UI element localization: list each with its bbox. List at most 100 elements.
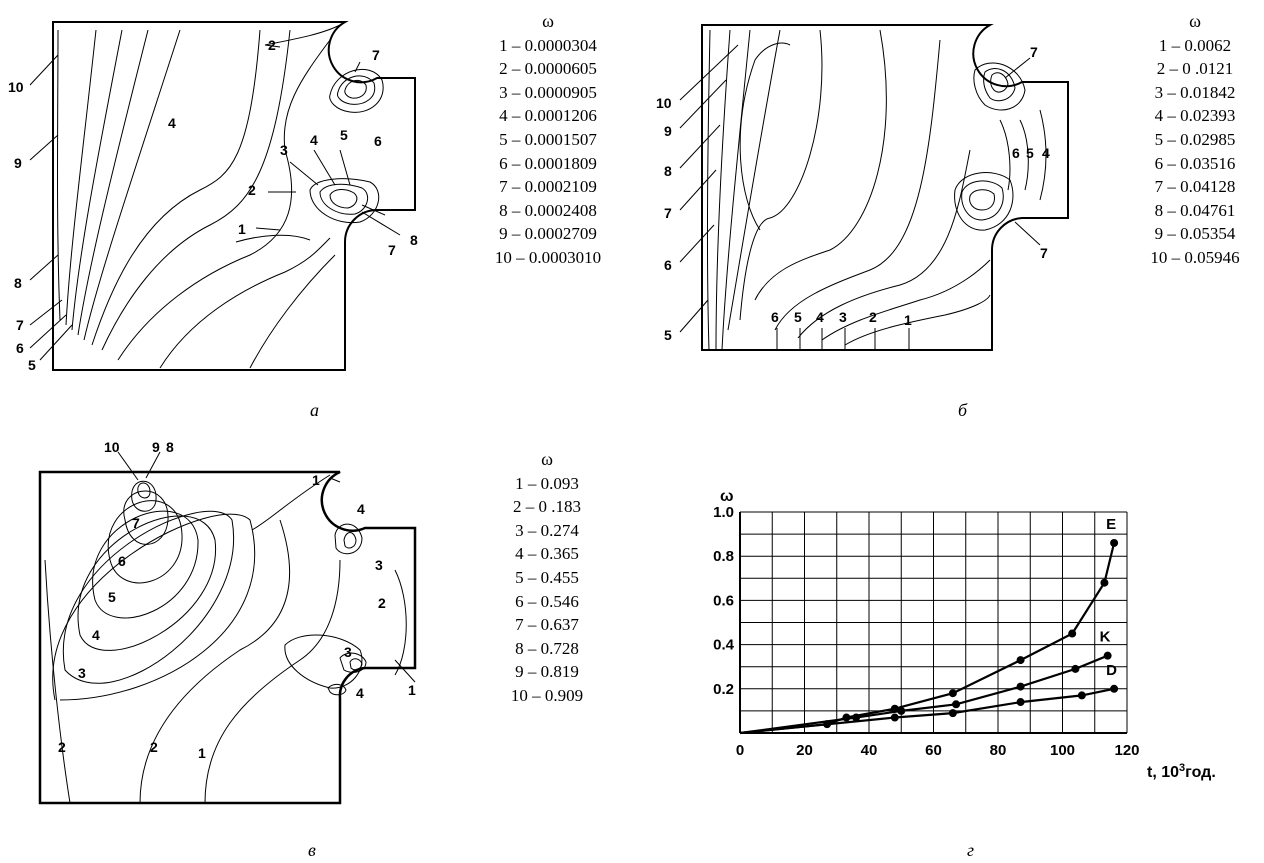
svg-text:4: 4 bbox=[310, 132, 318, 148]
svg-text:10: 10 bbox=[8, 79, 24, 95]
x-tick-label: 20 bbox=[796, 742, 813, 759]
svg-text:2: 2 bbox=[58, 739, 66, 755]
series-line-D bbox=[739, 687, 1115, 735]
data-point-E bbox=[1016, 656, 1025, 665]
svg-text:2: 2 bbox=[869, 309, 877, 325]
legend-title: ω bbox=[541, 449, 553, 469]
svg-text:2: 2 bbox=[248, 182, 256, 198]
legend-title: ω bbox=[542, 11, 554, 31]
svg-text:8: 8 bbox=[410, 232, 418, 248]
series-line-E bbox=[739, 542, 1116, 735]
contour-plot-c: 10 9 8 7 6 5 4 3 1 4 3 2 3 4 1 2 2 1 bbox=[38, 439, 417, 805]
legend-entry: 7 – 0.637 bbox=[515, 615, 579, 635]
legend-entry: 1 – 0.093 bbox=[515, 473, 579, 493]
y-tick-label: 1.0 bbox=[713, 504, 734, 521]
legend-entry: 9 – 0.05354 bbox=[1154, 224, 1236, 244]
series-label-D: D bbox=[1106, 662, 1117, 679]
svg-text:9: 9 bbox=[152, 439, 160, 455]
legend-entry: 7 – 0.04128 bbox=[1154, 177, 1236, 197]
svg-text:2: 2 bbox=[378, 595, 386, 611]
legend-entry: 7 – 0.0002109 bbox=[499, 177, 597, 197]
legend-entry: 2 – 0 .0121 bbox=[1156, 59, 1234, 79]
svg-text:6: 6 bbox=[118, 553, 126, 569]
legend-entry: 5 – 0.0001507 bbox=[499, 129, 597, 149]
x-axis-label: t, 103год. bbox=[1147, 762, 1216, 781]
legend-entry: 1 – 0.0000304 bbox=[499, 35, 597, 55]
y-axis-label: ω bbox=[720, 488, 734, 505]
legend-entry: 3 – 0.01842 bbox=[1154, 82, 1236, 102]
data-point-D bbox=[948, 709, 957, 718]
legend-entry: 3 – 0.274 bbox=[515, 520, 579, 540]
svg-text:7: 7 bbox=[1040, 245, 1048, 261]
legend-entry: 5 – 0.455 bbox=[515, 567, 579, 587]
svg-text:4: 4 bbox=[816, 309, 824, 325]
data-point-D bbox=[1110, 684, 1119, 693]
svg-text:4: 4 bbox=[168, 115, 176, 131]
x-tick-label: 120 bbox=[1114, 742, 1139, 759]
x-tick-label: 100 bbox=[1050, 742, 1075, 759]
data-point-D bbox=[1016, 698, 1025, 707]
svg-text:1: 1 bbox=[904, 312, 912, 328]
svg-text:7: 7 bbox=[372, 47, 380, 63]
y-tick-label: 0.2 bbox=[713, 681, 734, 698]
svg-text:10: 10 bbox=[656, 95, 672, 111]
legend-entry: 2 – 0.0000605 bbox=[499, 59, 597, 79]
data-point-K bbox=[852, 713, 861, 722]
legend-entry: 1 – 0.0062 bbox=[1158, 35, 1232, 55]
legend-entry: 6 – 0.0001809 bbox=[499, 153, 597, 173]
data-point-E bbox=[948, 689, 957, 698]
data-point-D bbox=[890, 713, 899, 722]
legend-entry: 4 – 0.365 bbox=[515, 544, 579, 564]
y-tick-label: 0.4 bbox=[713, 637, 735, 654]
svg-text:8: 8 bbox=[14, 275, 22, 291]
svg-text:7: 7 bbox=[132, 515, 140, 531]
data-point-K bbox=[897, 706, 906, 715]
x-tick-label: 40 bbox=[861, 742, 878, 759]
legend-entry: 8 – 0.728 bbox=[515, 638, 579, 658]
legend-title: ω bbox=[1189, 11, 1201, 31]
svg-text:5: 5 bbox=[28, 357, 36, 373]
legend-c: ω 1 – 0.093 2 – 0 .183 3 – 0.274 4 – 0.3… bbox=[492, 448, 602, 708]
legend-entry: 2 – 0 .183 bbox=[513, 497, 581, 517]
svg-text:5: 5 bbox=[664, 327, 672, 343]
x-tick-label: 80 bbox=[990, 742, 1007, 759]
legend-entry: 9 – 0.819 bbox=[515, 662, 579, 682]
legend-entry: 4 – 0.0001206 bbox=[499, 106, 597, 126]
legend-entry: 9 – 0.0002709 bbox=[499, 224, 597, 244]
svg-text:5: 5 bbox=[108, 589, 116, 605]
svg-text:7: 7 bbox=[388, 242, 396, 258]
svg-text:8: 8 bbox=[664, 163, 672, 179]
svg-text:3: 3 bbox=[78, 665, 86, 681]
domain-outline bbox=[52, 21, 416, 371]
svg-text:3: 3 bbox=[344, 644, 352, 660]
legend-entry: 10 – 0.0003010 bbox=[494, 247, 602, 267]
svg-text:1: 1 bbox=[408, 682, 416, 698]
legend-entry: 10 – 0.05946 bbox=[1150, 247, 1240, 267]
data-point-E bbox=[1068, 629, 1077, 638]
x-tick-label: 0 bbox=[736, 742, 744, 759]
caption-a: а bbox=[310, 400, 319, 420]
svg-text:5: 5 bbox=[794, 309, 802, 325]
svg-text:9: 9 bbox=[664, 123, 672, 139]
svg-text:6: 6 bbox=[664, 257, 672, 273]
domain-outline bbox=[701, 24, 1069, 351]
series-label-E: E bbox=[1106, 516, 1116, 533]
svg-text:5: 5 bbox=[1026, 145, 1034, 161]
legend-b: ω 1 – 0.0062 2 – 0 .0121 3 – 0.01842 4 –… bbox=[1135, 10, 1255, 270]
svg-text:6: 6 bbox=[16, 340, 24, 356]
contour-plot-a: 10 9 8 7 6 5 4 2 3 4 5 2 1 7 6 7 8 bbox=[8, 21, 418, 373]
legend-entry: 5 – 0.02985 bbox=[1154, 129, 1236, 149]
svg-text:1: 1 bbox=[312, 472, 320, 488]
caption-b: б bbox=[958, 400, 968, 420]
svg-text:3: 3 bbox=[280, 142, 288, 158]
legend-a: ω 1 – 0.0000304 2 – 0.0000605 3 – 0.0000… bbox=[478, 10, 618, 270]
data-point-E bbox=[1110, 538, 1119, 547]
line-chart-d: 0 20 40 60 80 100 120 0.2 0.4 0.6 0.8 1.0 E KD ω t, 1… bbox=[713, 488, 1216, 781]
legend-entry: 4 – 0.02393 bbox=[1154, 106, 1236, 126]
svg-text:6: 6 bbox=[1012, 145, 1020, 161]
y-tick-label: 0.8 bbox=[713, 548, 734, 565]
svg-text:4: 4 bbox=[357, 501, 365, 517]
svg-text:2: 2 bbox=[150, 739, 158, 755]
svg-text:8: 8 bbox=[166, 439, 174, 455]
svg-text:7: 7 bbox=[1030, 44, 1038, 60]
